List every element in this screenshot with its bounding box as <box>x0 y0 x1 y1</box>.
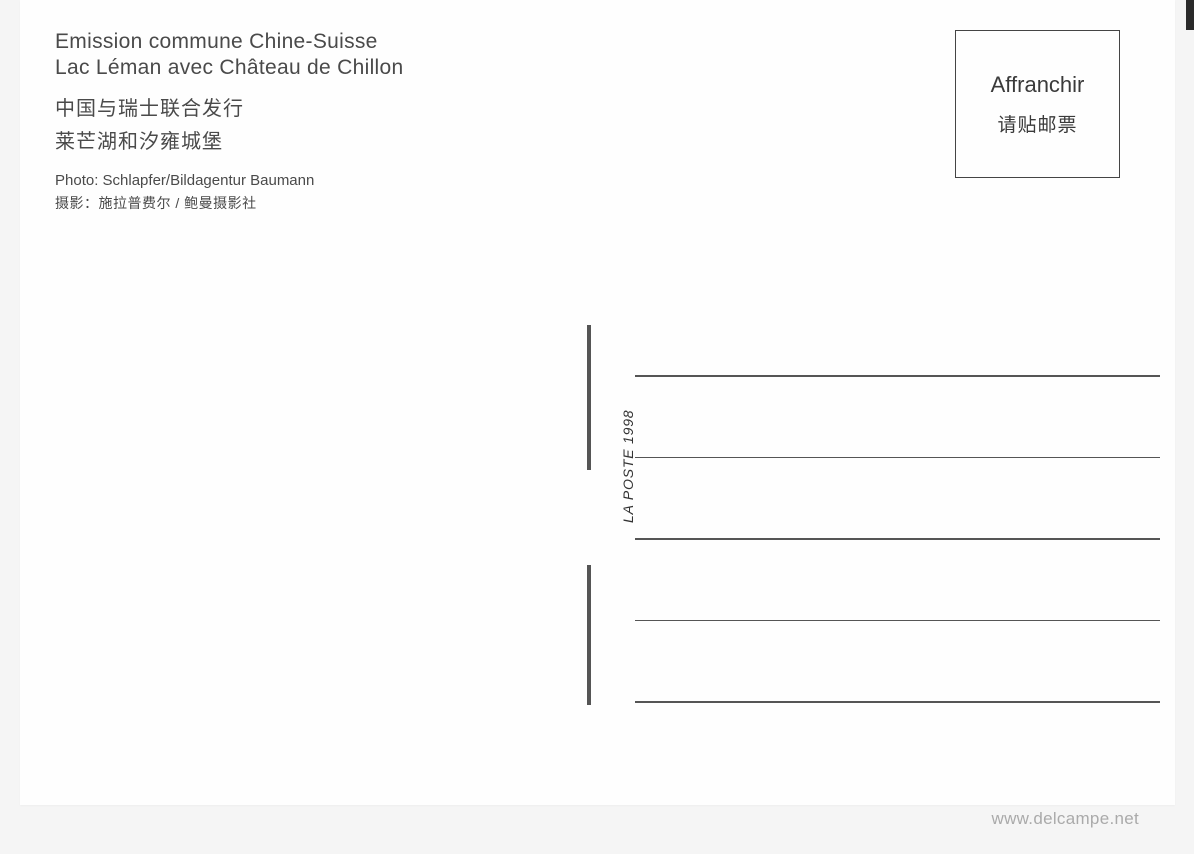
header-block: Emission commune Chine-Suisse Lac Léman … <box>55 30 403 213</box>
publisher-vertical-text: LA POSTE 1998 <box>620 423 636 523</box>
stamp-text-french: Affranchir <box>991 72 1085 98</box>
title-french-line1: Emission commune Chine-Suisse <box>55 30 403 54</box>
title-chinese-line2: 莱芒湖和汐雍城堡 <box>55 125 403 154</box>
address-line <box>635 457 1160 459</box>
watermark-text: www.delcampe.net <box>992 809 1139 829</box>
photo-credit-chinese: 摄影：施拉普费尔 / 鲍曼摄影社 <box>55 193 403 213</box>
center-divider-top <box>587 325 591 470</box>
address-line <box>635 620 1160 622</box>
title-chinese-line1: 中国与瑞士联合发行 <box>55 92 403 121</box>
address-line <box>635 375 1160 377</box>
photo-credit-french: Photo: Schlapfer/Bildagentur Baumann <box>55 172 403 189</box>
address-line <box>635 701 1160 703</box>
stamp-text-chinese: 请贴邮票 <box>997 110 1077 137</box>
stamp-placeholder-box: Affranchir 请贴邮票 <box>955 30 1120 178</box>
postcard-back: Emission commune Chine-Suisse Lac Léman … <box>20 0 1175 805</box>
title-french-line2: Lac Léman avec Château de Chillon <box>55 56 403 80</box>
address-line <box>635 538 1160 540</box>
address-lines-area <box>635 375 1160 783</box>
center-divider-bottom <box>587 565 591 705</box>
edge-mark <box>1186 0 1194 30</box>
